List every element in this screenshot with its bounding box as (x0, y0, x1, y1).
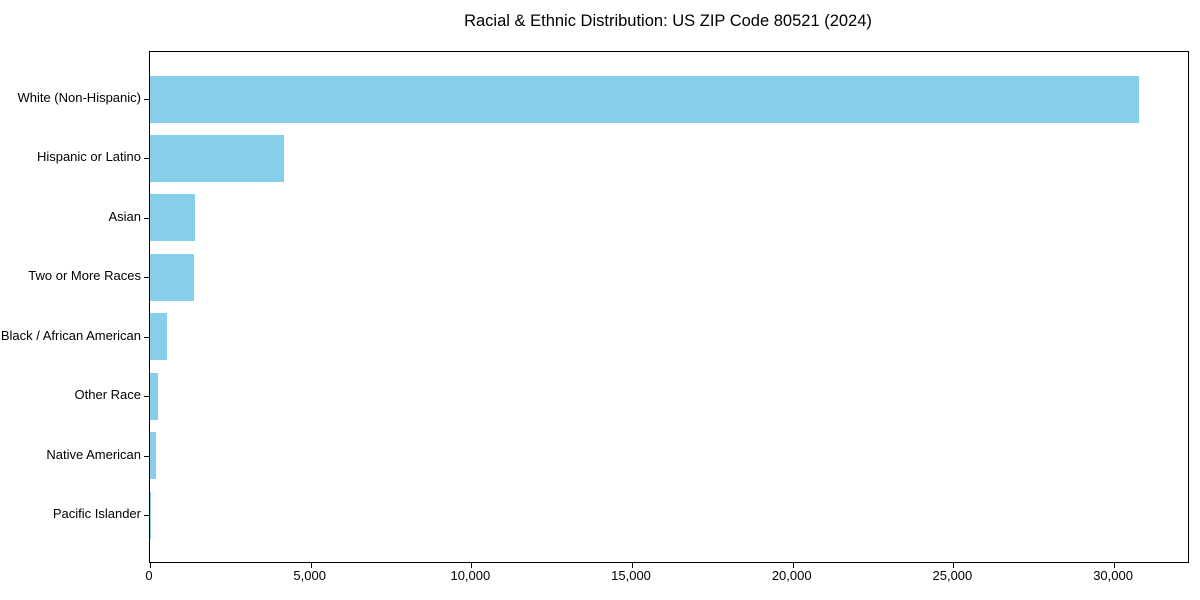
x-tick-mark (953, 563, 955, 568)
x-axis-tick-label: 20,000 (771, 568, 812, 583)
bar (150, 134, 284, 182)
y-tick-mark (144, 99, 149, 100)
x-axis-tick-label: 10,000 (450, 568, 491, 583)
x-tick-mark (632, 563, 634, 568)
bar (150, 432, 156, 480)
y-axis-label: Hispanic or Latino (36, 149, 141, 165)
y-axis-label: Two or More Races (28, 268, 141, 284)
x-tick-mark (471, 563, 473, 568)
bar (150, 253, 194, 301)
y-axis-label: Black / African American (0, 327, 141, 343)
x-tick-mark (150, 563, 151, 568)
x-tick-mark (1114, 563, 1116, 568)
x-axis-tick-label: 0 (145, 568, 153, 583)
chart-title: Racial & Ethnic Distribution: US ZIP Cod… (464, 12, 872, 30)
x-axis-tick-label: 5,000 (293, 568, 326, 583)
y-axis-label: Pacific Islander (52, 506, 141, 521)
y-tick-mark (144, 515, 149, 516)
plot-area (144, 51, 1189, 568)
y-tick-mark (144, 217, 149, 219)
x-axis-tick-label: 30,000 (1093, 568, 1133, 583)
y-tick-mark (144, 455, 149, 457)
bar (150, 313, 168, 361)
y-axis-label: Other Race (74, 387, 141, 403)
bar (150, 75, 1139, 123)
bar (150, 491, 151, 539)
y-tick-mark (144, 396, 149, 398)
y-axis-label: White (Non-Hispanic) (17, 90, 141, 105)
y-axis-label: Native American (46, 446, 141, 462)
bar (150, 372, 158, 420)
y-tick-mark (144, 158, 149, 160)
y-tick-mark (144, 277, 149, 279)
y-tick-mark (144, 336, 149, 338)
bar (150, 194, 195, 242)
x-axis-tick-label: 25,000 (932, 568, 973, 583)
x-tick-mark (792, 563, 794, 568)
x-tick-mark (310, 563, 312, 568)
y-axis-label: Asian (108, 208, 141, 224)
x-axis-tick-label: 15,000 (611, 568, 651, 583)
